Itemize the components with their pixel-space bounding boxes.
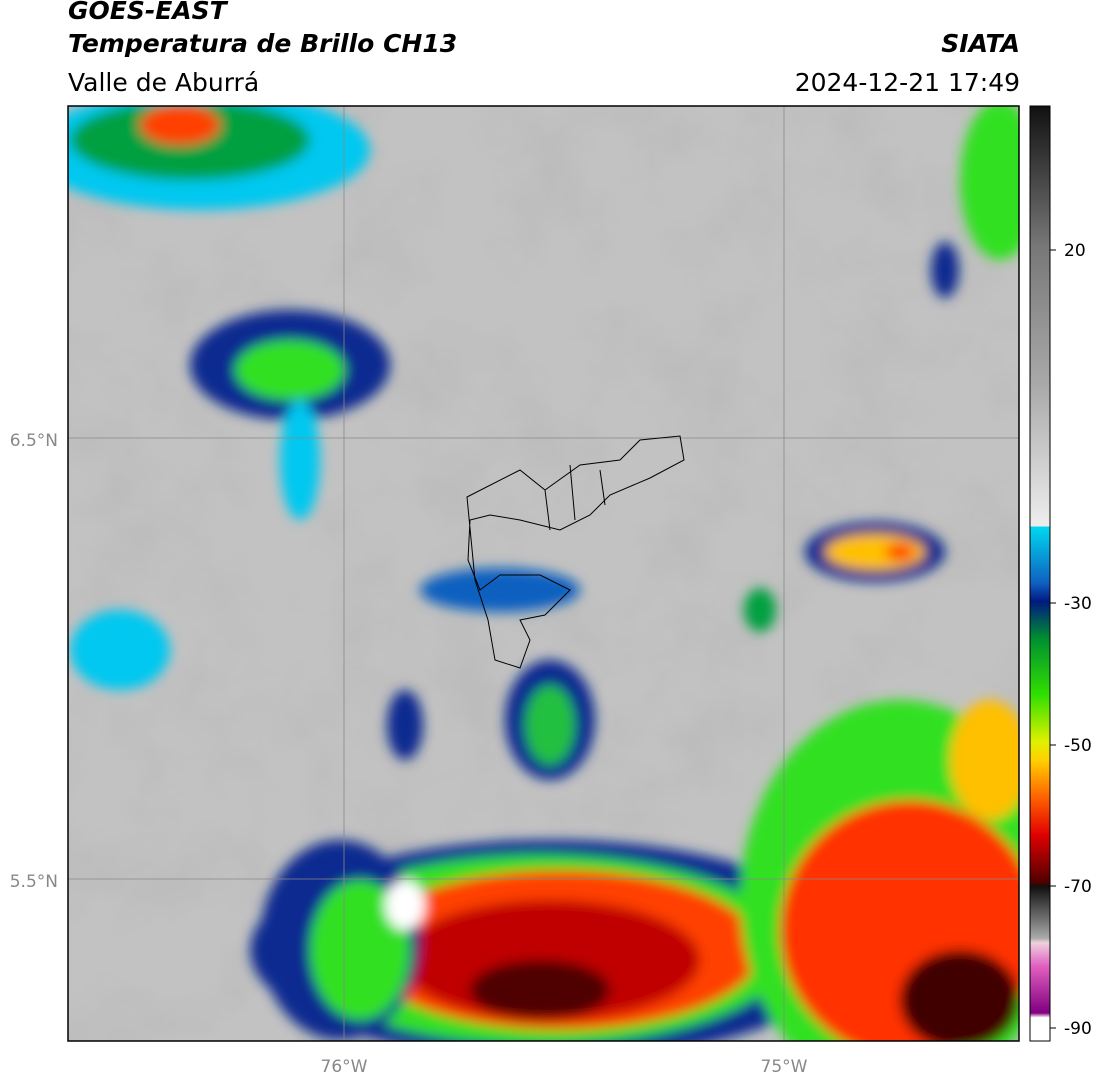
- satellite-image: [68, 106, 1019, 1041]
- colorbar-tick-label: 20: [1064, 241, 1086, 261]
- subtitle: Temperatura de Brillo CH13: [68, 29, 458, 58]
- colorbar: [1029, 105, 1051, 1042]
- map-frame: [67, 105, 1020, 1042]
- region: Valle de Aburrá: [68, 68, 260, 97]
- title: GOES-EAST: [68, 0, 227, 25]
- colorbar-tick-label: -70: [1064, 877, 1092, 897]
- municipal-boundaries: [466, 435, 685, 669]
- colorbar-tick-label: -90: [1064, 1019, 1092, 1039]
- datetime: 2024-12-21 17:49: [794, 68, 1020, 97]
- lat-label: 6.5°N: [10, 431, 58, 451]
- lon-label: 75°W: [761, 1057, 808, 1077]
- colorbar-tick-label: -30: [1064, 594, 1092, 614]
- lon-label: 76°W: [321, 1057, 368, 1077]
- colorbar-tick-label: -50: [1064, 736, 1092, 756]
- lat-label: 5.5°N: [10, 872, 58, 892]
- source: SIATA: [941, 29, 1020, 58]
